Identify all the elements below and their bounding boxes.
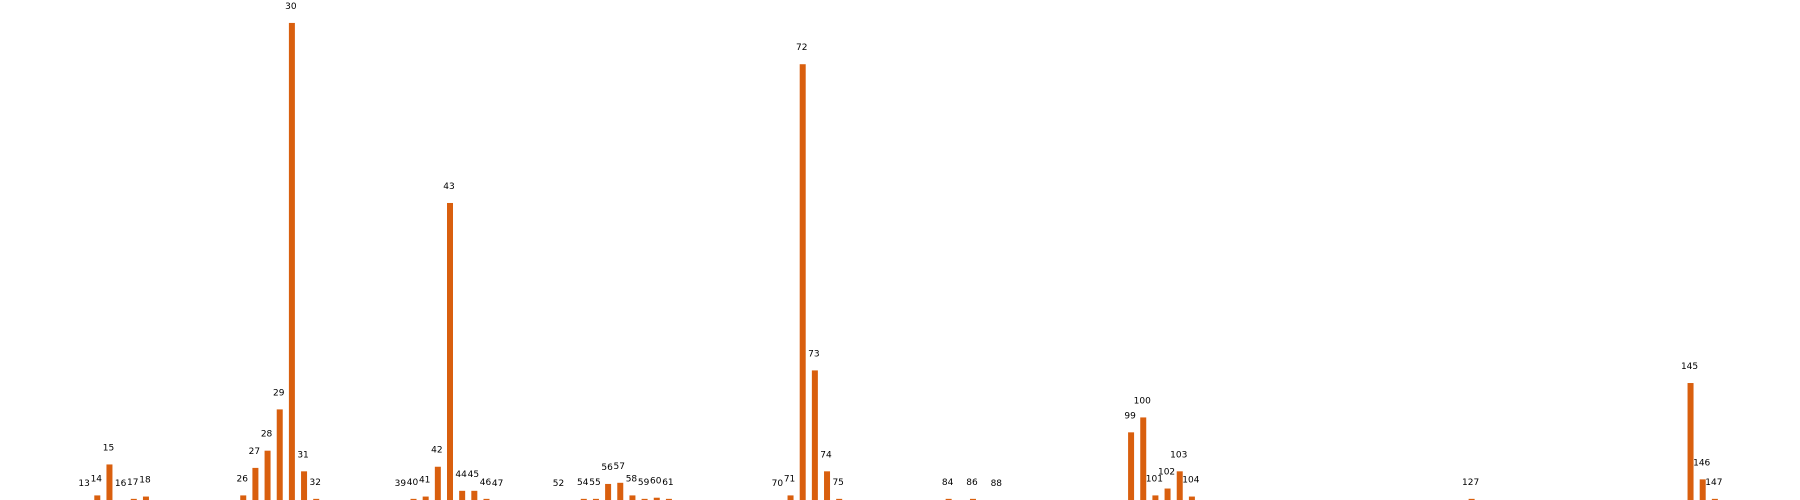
bar: [811, 370, 818, 500]
bar-label: 26: [237, 474, 249, 484]
bar: [94, 495, 101, 500]
bar-label: 14: [91, 474, 103, 484]
bar-label: 88: [991, 479, 1003, 489]
bar: [422, 496, 429, 500]
bar: [605, 483, 612, 500]
bar-label: 75: [832, 478, 843, 488]
bar: [252, 467, 259, 500]
bar: [264, 450, 271, 500]
bar-label: 100: [1134, 396, 1151, 406]
bar: [288, 22, 295, 500]
bar: [142, 496, 149, 500]
bar-label: 70: [772, 479, 784, 489]
bar: [301, 471, 308, 500]
bar-label: 18: [139, 476, 151, 486]
bar-label: 44: [455, 470, 467, 480]
bar: [240, 495, 247, 500]
bar: [1711, 498, 1718, 500]
bar-label: 13: [78, 479, 89, 489]
bar: [471, 490, 478, 500]
bar-label: 145: [1681, 362, 1698, 372]
bar-label: 71: [784, 474, 795, 484]
bar: [1468, 498, 1475, 500]
bar-label: 102: [1158, 468, 1175, 478]
bar: [592, 498, 599, 500]
bar-label: 27: [249, 447, 260, 457]
bar-label: 31: [297, 450, 308, 460]
bar: [1128, 432, 1135, 500]
bar-label: 15: [103, 443, 114, 453]
bar: [641, 498, 648, 500]
bar: [969, 498, 976, 500]
bar-label: 41: [419, 476, 430, 486]
bar-label: 54: [577, 478, 589, 488]
bar: [1164, 488, 1171, 500]
bar-label: 29: [273, 388, 285, 398]
bar: [106, 464, 113, 500]
bar: [799, 64, 806, 500]
bar-label: 73: [808, 349, 819, 359]
bar-label: 147: [1705, 478, 1722, 488]
bar: [313, 498, 320, 500]
bar-label: 40: [407, 478, 419, 488]
bar-label: 46: [480, 478, 492, 488]
bar-label: 17: [127, 478, 138, 488]
bar: [483, 498, 490, 500]
bar: [1140, 417, 1147, 500]
bar-label: 127: [1462, 478, 1479, 488]
bar-label: 60: [650, 477, 662, 487]
bar-label: 84: [942, 478, 954, 488]
bar: [580, 498, 587, 500]
bar: [459, 490, 466, 500]
bar: [434, 466, 441, 500]
bar: [1188, 496, 1195, 500]
bar: [787, 495, 794, 500]
bar-label: 16: [115, 479, 127, 489]
bar-label: 58: [626, 474, 638, 484]
bar-label: 146: [1693, 458, 1710, 468]
bar: [276, 409, 283, 500]
bar-label: 28: [261, 430, 273, 440]
bar: [665, 498, 672, 500]
bar-label: 39: [395, 479, 407, 489]
bar-label: 101: [1146, 474, 1163, 484]
bar-label: 103: [1170, 450, 1187, 460]
bar: [130, 498, 137, 500]
bar: [836, 498, 843, 500]
bar: [824, 471, 831, 500]
bar-label: 56: [601, 463, 613, 473]
bar-label: 55: [589, 478, 600, 488]
bar-label: 52: [553, 479, 564, 489]
bar: [447, 202, 453, 500]
bar: [945, 498, 952, 500]
bar-label: 61: [662, 478, 673, 488]
bar: [1152, 495, 1159, 500]
bar-label: 43: [443, 182, 454, 192]
bar-label: 57: [614, 462, 625, 472]
bar: [617, 482, 624, 500]
bar: [629, 495, 636, 500]
bar: [1687, 383, 1694, 500]
bar: [410, 498, 417, 500]
bar-label: 32: [309, 478, 320, 488]
bar-label: 30: [285, 2, 297, 12]
bar-label: 42: [431, 446, 442, 456]
bar-label: 47: [492, 479, 503, 489]
bar-label: 74: [820, 450, 832, 460]
bar: [1699, 479, 1706, 500]
bar: [653, 497, 660, 500]
bar-label: 45: [468, 470, 479, 480]
bar-label: 99: [1124, 411, 1136, 421]
bar: [1176, 471, 1183, 500]
bar-label: 86: [966, 478, 978, 488]
bar-label: 59: [638, 478, 650, 488]
bar-label: 72: [796, 43, 807, 53]
bar-label: 104: [1182, 476, 1199, 486]
